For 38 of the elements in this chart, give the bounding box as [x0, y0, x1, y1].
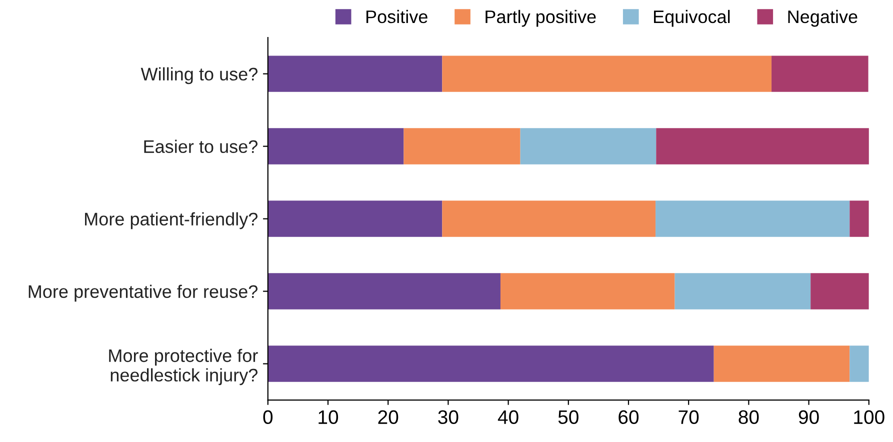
bar: [442, 56, 772, 92]
legend-label: Positive: [366, 10, 428, 24]
bar: [656, 128, 869, 164]
bar: [268, 273, 500, 310]
bar: [656, 200, 850, 237]
bar: [268, 200, 442, 237]
x-tick-label: 30: [438, 410, 458, 424]
bar: [268, 346, 714, 382]
bar: [850, 346, 869, 382]
y-tick-label: More patient-friendly?: [85, 212, 258, 230]
bar: [268, 56, 442, 92]
bar: [714, 346, 850, 382]
x-tick-label: 20: [378, 410, 398, 424]
bar: [772, 56, 868, 92]
x-tick-label: 70: [678, 410, 699, 424]
bar: [500, 273, 675, 310]
bar: [520, 128, 656, 164]
legend-label: Negative: [788, 10, 858, 27]
x-tick-label: 50: [558, 410, 578, 424]
y-tick-label: More preventative for reuse?: [28, 284, 258, 302]
legend-label: Equivocal: [654, 10, 730, 27]
x-tick-label: 60: [618, 410, 639, 424]
y-tick-label: Willing to use?: [140, 67, 258, 84]
y-tick-label: Easier to use?: [144, 140, 258, 154]
x-tick-label: 100: [854, 410, 884, 424]
x-tick-label: 0: [263, 410, 273, 424]
x-tick-label: 40: [498, 410, 518, 424]
legend-label: Partly positive: [486, 10, 596, 27]
bar: [268, 128, 404, 164]
bar: [404, 128, 520, 164]
bar: [674, 273, 811, 310]
y-tick-label: More protective for needlestick injury?: [109, 348, 258, 386]
bar: [442, 200, 656, 237]
bar: [810, 273, 869, 310]
x-tick-label: 80: [738, 410, 759, 424]
x-tick-label: 90: [798, 410, 819, 424]
x-tick-label: 10: [318, 410, 338, 424]
bar: [850, 200, 869, 237]
